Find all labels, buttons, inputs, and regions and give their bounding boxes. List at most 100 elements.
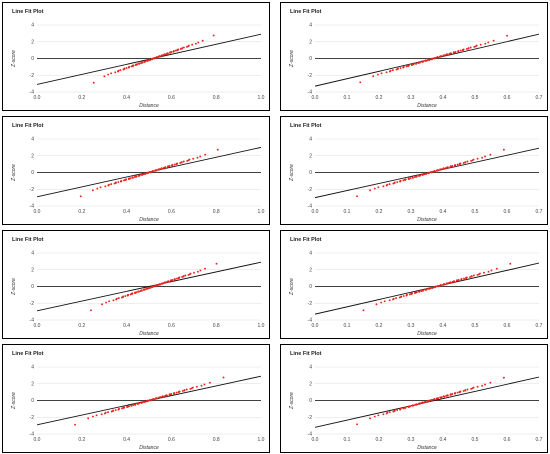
data-point [127,177,130,180]
data-point [192,157,195,160]
data-point [476,385,479,388]
y-tick-label: -2 [30,187,35,193]
data-point [407,64,410,67]
data-point [386,411,389,414]
data-point [437,397,439,399]
data-point [161,282,164,285]
data-point [421,289,424,292]
data-point [415,403,418,406]
data-point [431,170,434,173]
data-point [362,309,365,312]
data-point [164,166,167,169]
x-tick-label: 0.4 [440,209,447,215]
data-point [166,52,169,55]
data-point [399,407,402,410]
y-tick-label: -4 [308,90,313,96]
data-point [395,297,398,300]
fit-line [315,147,539,199]
data-point [479,43,482,46]
data-point [165,394,168,397]
data-point [208,381,211,384]
data-point [407,405,410,408]
data-point [164,281,166,284]
data-point [436,56,439,58]
data-point [456,391,459,394]
data-point [92,415,94,418]
data-point [162,54,164,56]
data-point [377,73,379,76]
data-point [409,405,412,408]
data-point [178,276,181,279]
data-point [396,181,399,183]
data-point [167,280,170,283]
y-tick-label: 0 [309,56,312,62]
data-point [155,56,158,58]
data-point [203,383,206,386]
x-tick-label: 0.0 [34,323,41,329]
data-point [131,292,134,295]
x-tick-label: 0.4 [440,323,447,329]
data-point [446,394,449,397]
y-axis-label: Z-score [11,278,17,296]
data-point [380,301,383,304]
x-tick-label: 0.0 [312,209,319,215]
data-point [425,288,428,291]
x-tick-label: 0.6 [504,95,511,101]
data-point [487,41,490,44]
data-point [451,164,454,167]
data-point [389,69,392,72]
x-tick-label: 0.4 [440,437,447,443]
x-axis-label: Distance [139,103,159,109]
data-point [131,176,134,179]
data-point [167,165,170,168]
data-point [476,273,479,276]
line-fit-plot-panel: Line Fit Plot -4 -2 0 2 4 0.0 0.1 0.2 0.3 0.4 0.5 0.… [280,116,548,225]
data-point [483,271,485,274]
y-tick-label: 4 [31,251,34,257]
x-tick-label: 0.8 [213,209,220,215]
y-tick-label: 2 [31,153,34,159]
data-point [469,276,471,278]
data-point [466,388,469,391]
data-point [74,423,77,426]
data-point [438,284,441,287]
chart-title: Line Fit Plot [12,351,44,357]
data-point [183,389,186,391]
data-point [144,288,146,291]
data-point [487,270,490,273]
data-point [481,384,484,387]
data-point [489,153,492,156]
data-point [356,195,359,198]
x-tick-label: 0.2 [376,323,383,329]
data-point [472,158,475,161]
x-tick-label: 0.1 [344,209,351,215]
x-tick-label: 0.6 [168,209,175,215]
x-tick-label: 1.0 [258,209,265,215]
data-point [463,277,465,280]
scatter-chart: Line Fit Plot -4 -2 0 2 4 0.0 0.2 0.4 0.6 0.8 1.0 Di… [11,123,265,223]
data-point [412,63,415,66]
data-point [459,162,462,165]
data-point [95,414,98,417]
y-tick-label: 0 [31,398,34,404]
data-point [152,398,155,400]
data-point [173,391,176,394]
x-tick-label: 0.0 [34,95,41,101]
data-point [195,385,198,388]
scatter-chart: Line Fit Plot -4 -2 0 2 4 0.0 0.1 0.2 0.3 0.4 0.5 0.… [289,237,543,337]
data-point [456,163,459,166]
plot-area [315,33,539,87]
data-point [188,158,191,161]
x-axis-label: Distance [139,445,159,451]
data-point [407,177,410,180]
plot-area [37,146,261,198]
y-tick-label: 2 [309,153,312,159]
x-axis-label: Distance [417,331,437,337]
data-point [115,297,118,300]
data-point [375,303,378,306]
y-tick-label: -4 [30,204,35,210]
data-point [197,41,200,44]
data-point [469,46,472,49]
data-point [502,376,505,379]
data-point [173,277,176,280]
